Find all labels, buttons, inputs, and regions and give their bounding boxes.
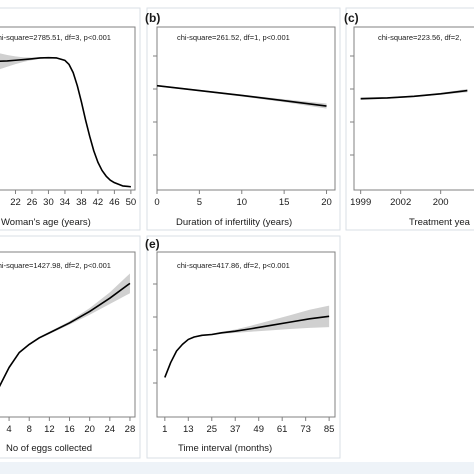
panel-a-x-tick-label: 46 (109, 197, 120, 208)
panel-e-x-tick-label: 25 (206, 424, 217, 435)
panel-d-x-tick-label: 20 (84, 424, 95, 435)
panel-a-fit-line (0, 56, 131, 188)
panel-e-x-tick-label: 1 (162, 424, 167, 435)
panel-d-x-tick-label: 28 (125, 424, 136, 435)
panel-c-label: (c) (344, 11, 359, 25)
panel-a-stat: chi-square=2785.51, df=3, p<0.001 (0, 33, 111, 42)
panel-e-x-tick-label: 37 (230, 424, 241, 435)
panel-a-frame (0, 7, 141, 231)
panel-b-frame (146, 7, 341, 231)
panel-b-plot-area (156, 26, 336, 191)
panel-e-series (164, 305, 330, 379)
panel-b-xlabel: Duration of infertility (years) (176, 217, 292, 228)
panel-e-x-tick-label: 13 (183, 424, 194, 435)
panel-c-x-tick-label: 200 (433, 197, 449, 208)
panel-c-xlabel: Treatment yea (409, 217, 471, 228)
panel-b-series (157, 84, 327, 109)
panel-a-x-tick-label: 22 (10, 197, 21, 208)
panel-a-xlabel: Woman's age (years) (1, 217, 91, 228)
panel-b-fit-line (157, 84, 327, 107)
panel-b-x-tick-label: 0 (154, 197, 159, 208)
panel-d-x-tick-label: 16 (64, 424, 75, 435)
panel-d-series (0, 273, 131, 388)
panel-c-frame (345, 7, 474, 231)
panel-e-fit-line (164, 315, 330, 378)
panel-a-x-tick-label: 50 (126, 197, 137, 208)
panel-a-x-tick-label: 34 (60, 197, 71, 208)
panel-e-label: (e) (145, 237, 160, 251)
panel-c-plot-area (353, 26, 474, 191)
panel-d-x-tick-label: 12 (44, 424, 55, 435)
panel-a-x-tick-label: 30 (43, 197, 54, 208)
panel-d-xlabel: No of eggs collected (6, 443, 92, 454)
panel-a-plot-area (0, 26, 136, 191)
panel-e-x-tick-label: 73 (300, 424, 311, 435)
panel-e-x-tick-label: 61 (277, 424, 288, 435)
panel-a-x-tick-label: 38 (76, 197, 87, 208)
panel-d-x-tick-label: 24 (105, 424, 116, 435)
panel-e-frame (146, 235, 341, 459)
panel-d-x-tick-label: 8 (27, 424, 32, 435)
panel-c-x-tick-label: 2002 (390, 197, 411, 208)
panel-d-fit-line (0, 282, 131, 388)
panel-d-x-tick-label: 4 (6, 424, 11, 435)
panel-e-x-tick-label: 85 (324, 424, 335, 435)
panel-b-label: (b) (145, 11, 160, 25)
panel-c-y-ticks (350, 55, 354, 156)
panel-d-stat: chi-square=1427.98, df=2, p<0.001 (0, 261, 111, 270)
panel-a-x-tick-label: 42 (93, 197, 104, 208)
panel-e-y-ticks (153, 283, 157, 384)
panel-a-series (0, 53, 131, 188)
panel-b-x-tick-label: 20 (321, 197, 332, 208)
bottom-strip (0, 462, 474, 474)
panel-c-x-tick-label: 1999 (350, 197, 371, 208)
panel-b-stat: chi-square=261.52, df=1, p<0.001 (177, 33, 290, 42)
panel-e-stat: chi-square=417.86, df=2, p<0.001 (177, 261, 290, 270)
panel-e-plot-area (156, 251, 336, 418)
panel-c-stat: chi-square=223.56, df=2, (378, 33, 461, 42)
panel-e-x-tick-label: 49 (253, 424, 264, 435)
panel-e-xlabel: Time interval (months) (178, 443, 272, 454)
panel-c-fit-line (360, 89, 468, 100)
panel-b-x-tick-label: 10 (236, 197, 247, 208)
panel-d-frame (0, 235, 141, 459)
panel-e-ci-band (164, 305, 330, 379)
panel-c-series (360, 88, 468, 101)
panel-d-plot-area (0, 251, 136, 418)
panel-b-y-ticks (153, 55, 157, 156)
panel-b-x-tick-label: 5 (197, 197, 202, 208)
panel-a-x-tick-label: 26 (27, 197, 38, 208)
panel-b-x-tick-label: 15 (279, 197, 290, 208)
